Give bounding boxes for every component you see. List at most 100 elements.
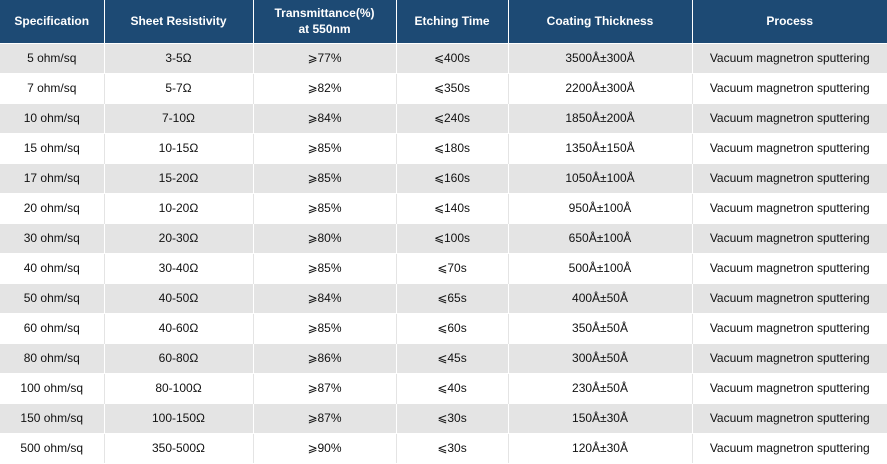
header-process: Process: [692, 0, 887, 43]
cell-specification: 15 ohm/sq: [0, 132, 105, 163]
cell-etching-time: ⩽100s: [396, 222, 509, 253]
table-row: 500 ohm/sq 350-500Ω ⩾90% ⩽30s 120Å±30Å Vacuum…: [0, 432, 887, 463]
header-etching-time: Etching Time: [396, 0, 509, 43]
cell-specification: 80 ohm/sq: [0, 342, 105, 373]
cell-specification: 7 ohm/sq: [0, 72, 105, 103]
cell-etching-time: ⩽240s: [396, 102, 509, 133]
header-label: Sheet Resistivity: [130, 14, 227, 29]
table-row: 80 ohm/sq 60-80Ω ⩾86% ⩽45s 300Å±50Å Vacuum ma…: [0, 342, 887, 373]
cell-process: Vacuum magnetron sputtering: [692, 72, 887, 103]
cell-coating-thickness: 1350Å±150Å: [508, 132, 693, 163]
cell-process: Vacuum magnetron sputtering: [692, 402, 887, 433]
cell-specification: 20 ohm/sq: [0, 192, 105, 223]
cell-coating-thickness: 150Å±30Å: [508, 402, 693, 433]
cell-sheet-resistivity: 40-50Ω: [104, 282, 254, 313]
cell-coating-thickness: 950Å±100Å: [508, 192, 693, 223]
cell-process: Vacuum magnetron sputtering: [692, 192, 887, 223]
cell-transmittance: ⩾85%: [253, 192, 397, 223]
cell-process: Vacuum magnetron sputtering: [692, 162, 887, 193]
cell-etching-time: ⩽30s: [396, 402, 509, 433]
cell-specification: 5 ohm/sq: [0, 42, 105, 73]
cell-coating-thickness: 120Å±30Å: [508, 432, 693, 463]
cell-specification: 10 ohm/sq: [0, 102, 105, 133]
header-sublabel: at 550nm: [298, 22, 351, 37]
header-label: Etching Time: [414, 14, 490, 29]
cell-coating-thickness: 350Å±50Å: [508, 312, 693, 343]
cell-specification: 150 ohm/sq: [0, 402, 105, 433]
cell-sheet-resistivity: 30-40Ω: [104, 252, 254, 283]
cell-etching-time: ⩽180s: [396, 132, 509, 163]
cell-coating-thickness: 500Å±100Å: [508, 252, 693, 283]
cell-sheet-resistivity: 100-150Ω: [104, 402, 254, 433]
header-row: Specification Sheet Resistivity Transmitta…: [0, 0, 887, 43]
cell-process: Vacuum magnetron sputtering: [692, 222, 887, 253]
table-row: 20 ohm/sq 10-20Ω ⩾85% ⩽140s 950Å±100Å Vacuum …: [0, 192, 887, 223]
cell-process: Vacuum magnetron sputtering: [692, 132, 887, 163]
cell-transmittance: ⩾77%: [253, 42, 397, 73]
cell-etching-time: ⩽30s: [396, 432, 509, 463]
cell-specification: 100 ohm/sq: [0, 372, 105, 403]
cell-process: Vacuum magnetron sputtering: [692, 252, 887, 283]
cell-specification: 500 ohm/sq: [0, 432, 105, 463]
header-sheet-resistivity: Sheet Resistivity: [104, 0, 254, 43]
table-row: 30 ohm/sq 20-30Ω ⩾80% ⩽100s 650Å±100Å Vacuum …: [0, 222, 887, 253]
cell-process: Vacuum magnetron sputtering: [692, 342, 887, 373]
cell-coating-thickness: 1050Å±100Å: [508, 162, 693, 193]
table-row: 40 ohm/sq 30-40Ω ⩾85% ⩽70s 500Å±100Å Vacuum m…: [0, 252, 887, 283]
cell-transmittance: ⩾84%: [253, 102, 397, 133]
cell-sheet-resistivity: 20-30Ω: [104, 222, 254, 253]
cell-sheet-resistivity: 350-500Ω: [104, 432, 254, 463]
cell-sheet-resistivity: 5-7Ω: [104, 72, 254, 103]
cell-transmittance: ⩾82%: [253, 72, 397, 103]
cell-etching-time: ⩽65s: [396, 282, 509, 313]
cell-sheet-resistivity: 10-15Ω: [104, 132, 254, 163]
cell-sheet-resistivity: 3-5Ω: [104, 42, 254, 73]
table-row: 5 ohm/sq 3-5Ω ⩾77% ⩽400s 3500Å±300Å Vacuum ma…: [0, 42, 887, 73]
cell-coating-thickness: 400Å±50Å: [508, 282, 693, 313]
cell-specification: 40 ohm/sq: [0, 252, 105, 283]
cell-etching-time: ⩽45s: [396, 342, 509, 373]
cell-specification: 50 ohm/sq: [0, 282, 105, 313]
header-transmittance: Transmittance(%) at 550nm: [253, 0, 397, 43]
table-row: 15 ohm/sq 10-15Ω ⩾85% ⩽180s 1350Å±150Å Vacuum…: [0, 132, 887, 163]
cell-process: Vacuum magnetron sputtering: [692, 102, 887, 133]
header-specification: Specification: [0, 0, 105, 43]
cell-etching-time: ⩽400s: [396, 42, 509, 73]
cell-specification: 30 ohm/sq: [0, 222, 105, 253]
header-label: Coating Thickness: [546, 14, 654, 29]
cell-transmittance: ⩾85%: [253, 132, 397, 163]
cell-specification: 60 ohm/sq: [0, 312, 105, 343]
cell-process: Vacuum magnetron sputtering: [692, 432, 887, 463]
cell-specification: 17 ohm/sq: [0, 162, 105, 193]
cell-coating-thickness: 230Å±50Å: [508, 372, 693, 403]
cell-sheet-resistivity: 80-100Ω: [104, 372, 254, 403]
table-row: 150 ohm/sq 100-150Ω ⩾87% ⩽30s 150Å±30Å Vacuum…: [0, 402, 887, 433]
cell-coating-thickness: 300Å±50Å: [508, 342, 693, 373]
cell-transmittance: ⩾86%: [253, 342, 397, 373]
table-row: 100 ohm/sq 80-100Ω ⩾87% ⩽40s 230Å±50Å Vacuum …: [0, 372, 887, 403]
table-row: 7 ohm/sq 5-7Ω ⩾82% ⩽350s 2200Å±300Å Vacuum ma…: [0, 72, 887, 103]
cell-sheet-resistivity: 40-60Ω: [104, 312, 254, 343]
header-label: Transmittance(%): [274, 6, 375, 21]
cell-coating-thickness: 650Å±100Å: [508, 222, 693, 253]
table-header: Specification Sheet Resistivity Transmitta…: [0, 0, 887, 43]
cell-etching-time: ⩽160s: [396, 162, 509, 193]
cell-etching-time: ⩽350s: [396, 72, 509, 103]
cell-transmittance: ⩾84%: [253, 282, 397, 313]
cell-transmittance: ⩾87%: [253, 402, 397, 433]
table-row: 10 ohm/sq 7-10Ω ⩾84% ⩽240s 1850Å±200Å Vacuum …: [0, 102, 887, 133]
header-label: Specification: [14, 14, 90, 29]
table-row: 60 ohm/sq 40-60Ω ⩾85% ⩽60s 350Å±50Å Vacuum ma…: [0, 312, 887, 343]
cell-transmittance: ⩾87%: [253, 372, 397, 403]
cell-process: Vacuum magnetron sputtering: [692, 312, 887, 343]
cell-process: Vacuum magnetron sputtering: [692, 372, 887, 403]
cell-sheet-resistivity: 15-20Ω: [104, 162, 254, 193]
table-row: 50 ohm/sq 40-50Ω ⩾84% ⩽65s 400Å±50Å Vacuum ma…: [0, 282, 887, 313]
cell-coating-thickness: 2200Å±300Å: [508, 72, 693, 103]
cell-sheet-resistivity: 10-20Ω: [104, 192, 254, 223]
header-label: Process: [766, 14, 814, 29]
cell-transmittance: ⩾85%: [253, 312, 397, 343]
cell-sheet-resistivity: 60-80Ω: [104, 342, 254, 373]
cell-etching-time: ⩽40s: [396, 372, 509, 403]
